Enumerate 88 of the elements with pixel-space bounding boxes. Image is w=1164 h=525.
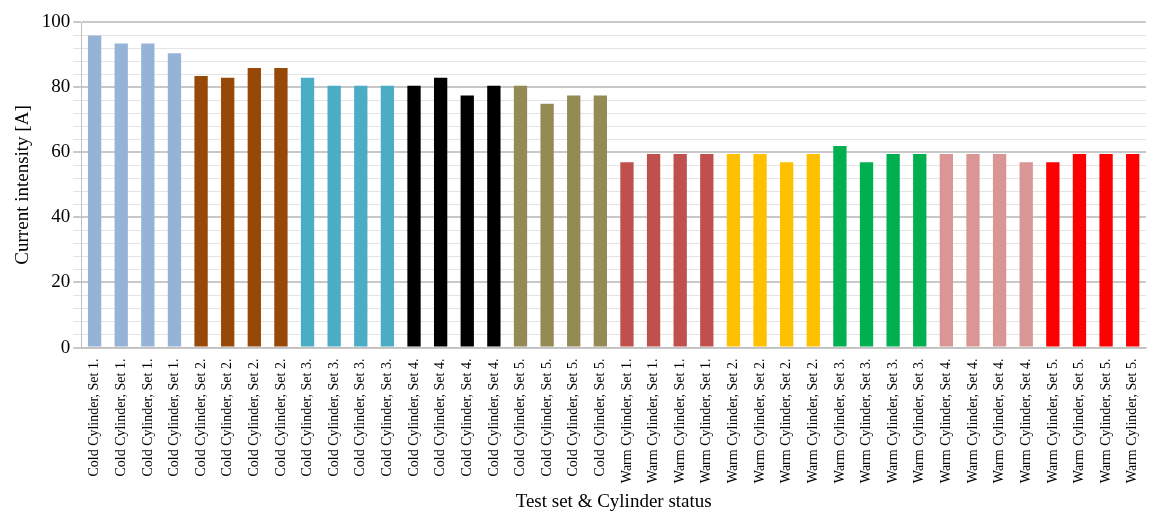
x-tick-label: Warm Cylinder, Set 2. (725, 358, 741, 484)
bar (833, 145, 847, 347)
x-tick-label: Warm Cylinder, Set 2. (778, 358, 794, 484)
x-tick-label: Cold Cylinder, Set 2. (245, 358, 261, 477)
bar (540, 103, 554, 347)
bar (114, 43, 128, 347)
x-tick-label: Warm Cylinder, Set 5. (1044, 358, 1060, 484)
x-tick-label: Cold Cylinder, Set 1. (86, 358, 102, 477)
x-tick-label: Warm Cylinder, Set 4. (991, 358, 1007, 484)
x-tick-label: Cold Cylinder, Set 2. (272, 358, 288, 477)
bar (407, 85, 421, 347)
x-tick-label: Warm Cylinder, Set 4. (964, 358, 980, 484)
bar (1046, 162, 1060, 347)
bar (1019, 162, 1033, 347)
y-tick-label: 40 (51, 205, 71, 227)
x-tick-label: Warm Cylinder, Set 3. (858, 358, 874, 484)
y-tick-label: 20 (51, 270, 71, 292)
y-tick-label: 80 (51, 75, 71, 97)
x-tick-label: Cold Cylinder, Set 4. (432, 358, 448, 477)
x-axis-title: Test set & Cylinder status (515, 489, 712, 511)
x-tick-label: Warm Cylinder, Set 5. (1097, 358, 1113, 484)
x-tick-label: Warm Cylinder, Set 5. (1071, 358, 1087, 484)
x-tick-label: Warm Cylinder, Set 3. (911, 358, 927, 484)
y-tick-label: 0 (60, 335, 71, 357)
x-tick-label: Cold Cylinder, Set 3. (352, 358, 368, 477)
x-tick-label: Warm Cylinder, Set 2. (751, 358, 767, 484)
x-tick-label: Warm Cylinder, Set 1. (671, 358, 687, 484)
x-tick-label: Warm Cylinder, Set 1. (618, 358, 634, 484)
bar (300, 77, 315, 347)
bar (194, 76, 208, 347)
bar (780, 162, 794, 347)
bar (673, 154, 687, 347)
bar (513, 85, 528, 347)
bar (354, 85, 368, 347)
bar (380, 85, 395, 347)
y-tick-label: 60 (51, 140, 71, 162)
bar (859, 162, 874, 347)
x-tick-label: Cold Cylinder, Set 3. (379, 358, 395, 477)
bar (141, 43, 155, 347)
x-tick-label: Cold Cylinder, Set 2. (219, 358, 235, 477)
y-axis-title: Current intensity [A] (11, 105, 33, 265)
x-tick-label: Warm Cylinder, Set 4. (938, 358, 954, 484)
x-tick-label: Cold Cylinder, Set 5. (592, 358, 608, 477)
bar (806, 154, 820, 347)
bar (992, 154, 1007, 347)
x-tick-label: Cold Cylinder, Set 4. (485, 358, 501, 477)
x-tick-label: Cold Cylinder, Set 3. (325, 358, 341, 477)
bar (167, 53, 182, 347)
bar (966, 154, 980, 347)
bar (886, 154, 900, 347)
x-tick-label: Warm Cylinder, Set 1. (698, 358, 714, 484)
bar (726, 154, 741, 347)
bar (247, 67, 261, 347)
x-tick-label: Cold Cylinder, Set 5. (565, 358, 581, 477)
bar (274, 67, 288, 347)
bar (646, 154, 661, 347)
x-tick-label: Warm Cylinder, Set 2. (804, 358, 820, 484)
x-tick-label: Cold Cylinder, Set 5. (512, 358, 528, 477)
bar (913, 154, 927, 347)
bar (939, 154, 954, 347)
bar (1099, 154, 1113, 347)
bar (87, 35, 102, 347)
x-tick-label: Warm Cylinder, Set 3. (884, 358, 900, 484)
x-tick-label: Cold Cylinder, Set 1. (166, 358, 182, 477)
bar (433, 77, 448, 347)
bar (1072, 154, 1087, 347)
x-tick-label: Cold Cylinder, Set 5. (538, 358, 554, 477)
bar (593, 95, 607, 347)
x-tick-label: Warm Cylinder, Set 1. (645, 358, 661, 484)
x-tick-label: Warm Cylinder, Set 3. (831, 358, 847, 484)
x-tick-label: Cold Cylinder, Set 4. (458, 358, 474, 477)
bar (487, 85, 501, 347)
x-tick-label: Warm Cylinder, Set 5. (1124, 358, 1140, 484)
x-tick-label: Cold Cylinder, Set 1. (139, 358, 155, 477)
x-tick-label: Cold Cylinder, Set 3. (299, 358, 315, 477)
y-tick-label: 100 (41, 10, 71, 32)
x-tick-label: Cold Cylinder, Set 1. (112, 358, 128, 477)
bar (700, 154, 714, 347)
bar (460, 95, 474, 347)
bar (327, 85, 341, 347)
bar (567, 95, 581, 347)
x-tick-label: Cold Cylinder, Set 2. (192, 358, 208, 477)
x-tick-label: Cold Cylinder, Set 4. (405, 358, 421, 477)
x-tick-label: Warm Cylinder, Set 4. (1017, 358, 1033, 484)
bar (753, 154, 767, 347)
bar (1126, 154, 1140, 347)
bar (620, 162, 634, 347)
bar (221, 77, 235, 347)
